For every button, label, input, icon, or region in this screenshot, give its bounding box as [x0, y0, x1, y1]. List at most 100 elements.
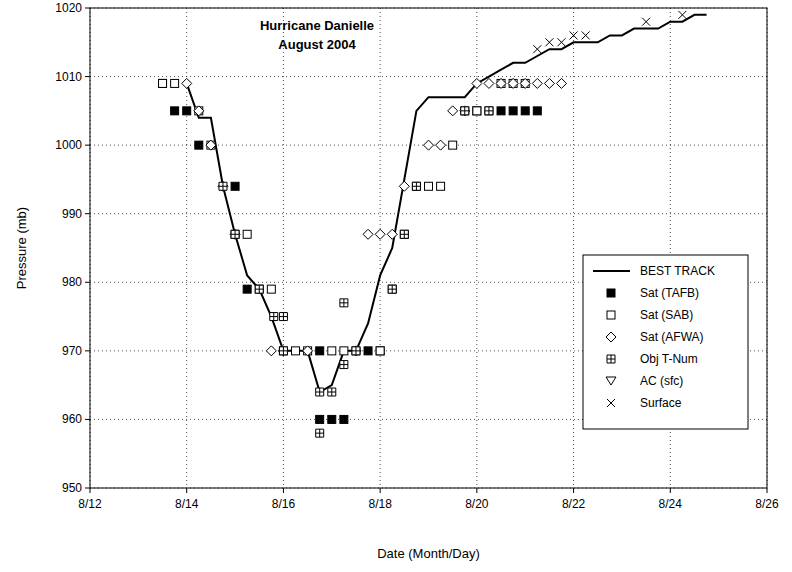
tick-label: 8/16: [272, 497, 296, 511]
data-point: [316, 388, 324, 396]
data-point: [388, 285, 396, 293]
data-point: [243, 230, 251, 238]
tick-label: 970: [62, 344, 82, 358]
data-point: [399, 181, 409, 191]
tick: [573, 488, 574, 493]
data-point: [424, 140, 434, 150]
data-point: [328, 415, 336, 423]
data-point: [231, 230, 239, 238]
data-point: [159, 79, 167, 87]
legend-label: BEST TRACK: [640, 264, 715, 278]
data-point: [292, 347, 300, 355]
tick: [670, 488, 671, 493]
data-point: [387, 229, 397, 239]
tick: [85, 488, 90, 489]
data-point: [340, 347, 348, 355]
legend-swatch: [606, 332, 616, 342]
data-point: [195, 107, 203, 115]
data-point: [533, 107, 541, 115]
tick: [380, 488, 381, 493]
data-point: [316, 415, 324, 423]
data-point: [303, 346, 313, 356]
data-point: [532, 78, 542, 88]
tick-label: 1020: [55, 1, 82, 15]
tick: [85, 350, 90, 351]
legend-swatch: [607, 355, 615, 363]
data-point: [436, 140, 446, 150]
data-point: [304, 347, 312, 355]
data-point: [437, 182, 445, 190]
grid-line: [90, 213, 767, 214]
legend-label: Sat (SAB): [640, 308, 693, 322]
data-point: [363, 229, 373, 239]
data-point: [484, 78, 494, 88]
data-point: [182, 78, 192, 88]
data-point: [497, 107, 505, 115]
tick-label: 990: [62, 207, 82, 221]
tick: [186, 488, 187, 493]
data-point: [521, 79, 529, 87]
tick-label: 8/18: [368, 497, 392, 511]
data-point: [195, 141, 203, 149]
data-point: [460, 106, 470, 116]
data-point: [582, 31, 590, 39]
data-point: [533, 45, 541, 53]
data-point: [556, 78, 566, 88]
legend-label: Sat (TAFB): [640, 286, 699, 300]
tick-label: 1000: [55, 138, 82, 152]
data-point: [449, 141, 457, 149]
data-point: [678, 11, 686, 19]
legend-label: AC (sfc): [640, 374, 683, 388]
data-point: [218, 181, 228, 191]
legend-label: Sat (AFWA): [640, 330, 704, 344]
data-point: [544, 78, 554, 88]
legend-swatch: [607, 399, 615, 407]
tick-label: 950: [62, 481, 82, 495]
legend-label: Surface: [640, 396, 682, 410]
data-point: [461, 107, 469, 115]
tick-label: 1010: [55, 70, 82, 84]
tick-label: 8/12: [78, 497, 102, 511]
chart: 9509609709809901000101010208/128/148/168…: [0, 0, 792, 572]
data-point: [545, 38, 553, 46]
tick-label: 8/22: [562, 497, 586, 511]
tick-label: 8/20: [465, 497, 489, 511]
data-point: [183, 107, 191, 115]
x-axis-label: Date (Month/Day): [377, 546, 480, 561]
data-point: [316, 347, 324, 355]
data-point: [400, 230, 408, 238]
grid-line: [380, 8, 381, 488]
tick: [767, 488, 768, 493]
data-point: [255, 285, 263, 293]
data-point: [485, 107, 493, 115]
data-point: [279, 347, 287, 355]
data-point: [279, 347, 287, 355]
data-point: [270, 313, 278, 321]
data-point: [352, 347, 360, 355]
tick-label: 8/24: [659, 497, 683, 511]
legend-swatch: [606, 377, 616, 385]
data-point: [231, 182, 239, 190]
tick: [85, 419, 90, 420]
grid-line: [90, 76, 767, 77]
subtitle: August 2004: [278, 37, 356, 52]
data-point: [207, 141, 215, 149]
grid-line: [283, 8, 284, 488]
data-point: [425, 182, 433, 190]
data-point: [400, 230, 408, 238]
data-point: [412, 182, 420, 190]
data-point: [340, 361, 348, 369]
data-point: [279, 313, 287, 321]
data-point: [231, 230, 239, 238]
data-point: [352, 347, 360, 355]
data-point: [171, 107, 179, 115]
data-point: [278, 346, 288, 356]
legend-swatch: [607, 289, 615, 297]
data-point: [328, 347, 336, 355]
data-point: [194, 106, 204, 116]
data-point: [267, 285, 275, 293]
data-point: [520, 78, 530, 88]
tick: [85, 282, 90, 283]
tick: [90, 488, 91, 493]
tick-label: 960: [62, 412, 82, 426]
